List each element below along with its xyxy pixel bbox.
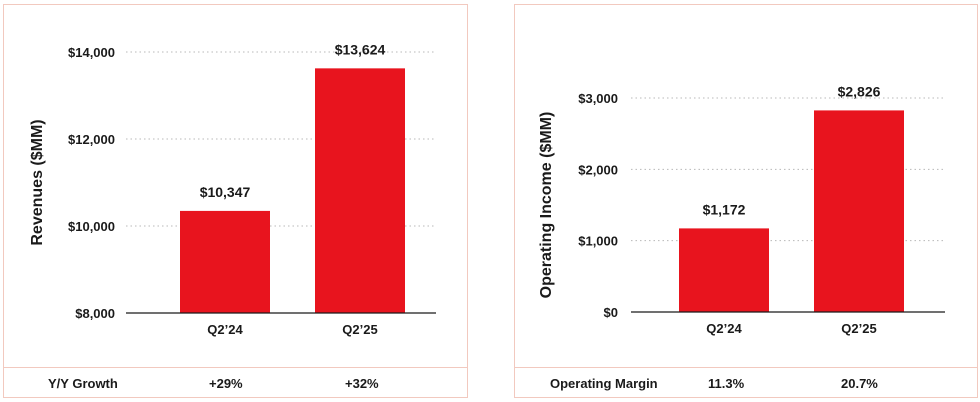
x-category-label: Q2’24: [706, 321, 742, 336]
bar-q2-24: [180, 210, 270, 313]
y-tick-label: $2,000: [578, 162, 618, 177]
data-label: $13,624: [335, 41, 386, 57]
operating-income-chart-panel: $0 $1,000 $2,000 $3,000 $1,172 Q2’24 $2,826 Q2’…: [514, 4, 978, 398]
y-tick-label: $12,000: [68, 132, 115, 147]
y-tick-label: $8,000: [75, 306, 115, 321]
revenue-footer-row: Y/Y Growth +29% +32%: [4, 367, 467, 398]
y-tick-label: $1,000: [578, 234, 618, 249]
revenue-chart: $8,000 $10,000 $12,000 $14,000 $10,347 Q2’24 $…: [29, 41, 436, 337]
operating-income-chart: $0 $1,000 $2,000 $3,000 $1,172 Q2’24 $2,826 Q2’…: [538, 83, 945, 336]
data-label: $1,172: [703, 201, 746, 217]
x-category-label: Q2’25: [841, 321, 876, 336]
x-category-label: Q2’25: [342, 322, 377, 337]
operating-margin-q224: 11.3%: [708, 376, 745, 391]
y-tick-label: $14,000: [68, 45, 115, 60]
x-category-label: Q2’24: [207, 322, 243, 337]
y-tick-label: $3,000: [578, 91, 618, 106]
yy-growth-label: Y/Y Growth: [48, 376, 118, 391]
bar-q2-24: [679, 228, 769, 312]
y-axis-label: Revenues ($MM): [29, 119, 46, 245]
bar-q2-25: [315, 68, 405, 313]
operating-margin-q225: 20.7%: [841, 376, 878, 391]
y-tick-label: $0: [604, 305, 618, 320]
revenue-chart-panel: $8,000 $10,000 $12,000 $14,000 $10,347 Q2’24 $…: [3, 4, 468, 398]
yy-growth-q224: +29%: [209, 376, 243, 391]
data-label: $2,826: [838, 83, 881, 99]
y-tick-label: $10,000: [68, 219, 115, 234]
operating-footer-row: Operating Margin 11.3% 20.7%: [515, 367, 977, 398]
y-axis-label: Operating Income ($MM): [538, 112, 555, 299]
data-label: $10,347: [200, 184, 251, 200]
yy-growth-q225: +32%: [345, 376, 379, 391]
bar-q2-25: [814, 110, 904, 312]
operating-margin-label: Operating Margin: [550, 376, 658, 391]
